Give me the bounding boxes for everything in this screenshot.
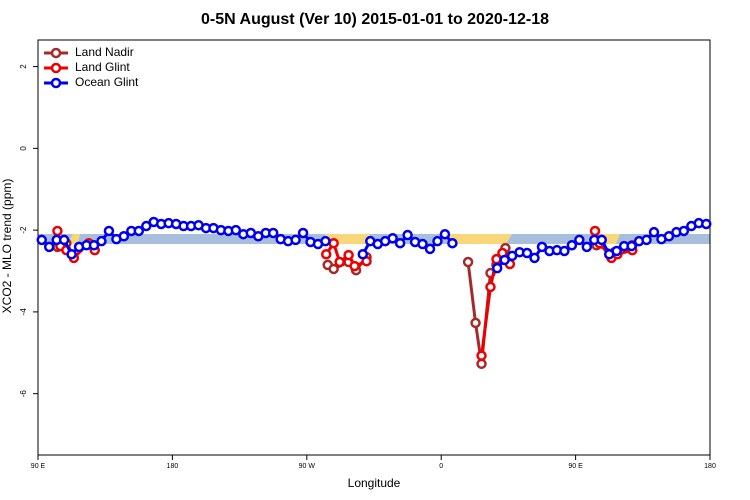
series-point <box>417 238 428 250</box>
series-point <box>43 241 55 253</box>
y-tick-label: -6 <box>19 390 28 398</box>
series-point <box>133 225 145 237</box>
series-point <box>343 249 354 261</box>
series-point <box>290 234 301 246</box>
series-point <box>118 231 130 242</box>
legend-label: Land Nadir <box>75 45 134 59</box>
y-tick-label: 2 <box>19 64 28 69</box>
series-point <box>439 228 451 240</box>
legend-marker <box>50 77 62 89</box>
series-point <box>626 240 637 252</box>
y-tick-label: -4 <box>19 308 28 316</box>
series-point <box>88 240 100 251</box>
series-point <box>394 237 406 249</box>
series-point <box>678 225 690 237</box>
series-point <box>297 227 309 239</box>
series-point <box>432 235 443 247</box>
series-point <box>536 241 548 253</box>
x-tick-label: 180 <box>167 463 179 470</box>
series-point <box>320 248 332 260</box>
legend-marker <box>50 47 62 59</box>
chart-title: 0-5N August (Ver 10) 2015-01-01 to 2020-… <box>201 11 549 28</box>
legend-label: Ocean Glint <box>75 75 139 89</box>
series-point <box>663 231 675 242</box>
y-axis-label: XCO2 - MLO trend (ppm) <box>0 179 14 314</box>
land-band <box>325 234 370 244</box>
legend-marker <box>50 62 62 74</box>
series-point <box>491 262 503 274</box>
series-point <box>611 245 622 257</box>
series-point <box>267 227 279 239</box>
x-tick-label: 90 E <box>568 463 583 470</box>
series-point <box>387 233 398 244</box>
series-point <box>529 252 540 264</box>
series-point <box>476 350 487 361</box>
series-point <box>476 358 487 370</box>
series-point <box>66 248 77 260</box>
series-point <box>559 245 570 257</box>
series-point <box>141 220 152 232</box>
plot-frame <box>37 39 711 456</box>
series-point <box>357 248 369 260</box>
series-point <box>58 234 70 246</box>
series-point <box>499 254 510 266</box>
series-point <box>320 235 331 247</box>
x-tick-label: 180 <box>704 463 716 470</box>
series-point <box>596 234 607 246</box>
x-tick-label: 90 E <box>31 463 46 470</box>
series-point <box>328 237 339 249</box>
land-band <box>603 234 620 244</box>
series-point <box>447 237 458 249</box>
y-tick-label: 0 <box>19 146 28 151</box>
series-point <box>52 225 63 237</box>
land-band <box>447 234 512 244</box>
series-point <box>103 225 115 237</box>
series-point <box>566 240 578 251</box>
series-point <box>402 229 413 241</box>
series-point <box>349 260 360 272</box>
series-point <box>648 226 660 238</box>
series-point <box>334 256 345 268</box>
x-axis-label: Longitude <box>348 476 401 490</box>
series-point <box>701 218 712 230</box>
series-point <box>96 235 107 247</box>
series-point <box>462 256 474 268</box>
series-point <box>589 225 601 237</box>
series-point <box>424 243 436 255</box>
series-point <box>641 234 652 246</box>
series-point <box>230 224 242 236</box>
series-point <box>574 234 585 246</box>
x-tick-label: 90 W <box>299 463 316 470</box>
series-point <box>36 234 47 246</box>
series-point <box>485 281 496 293</box>
series-point <box>470 317 481 329</box>
x-tick-label: 0 <box>439 463 443 470</box>
series-point <box>521 247 533 259</box>
y-tick-label: -2 <box>19 226 28 234</box>
series-point <box>328 263 339 275</box>
series-point <box>581 241 593 253</box>
legend-label: Land Glint <box>75 60 130 74</box>
